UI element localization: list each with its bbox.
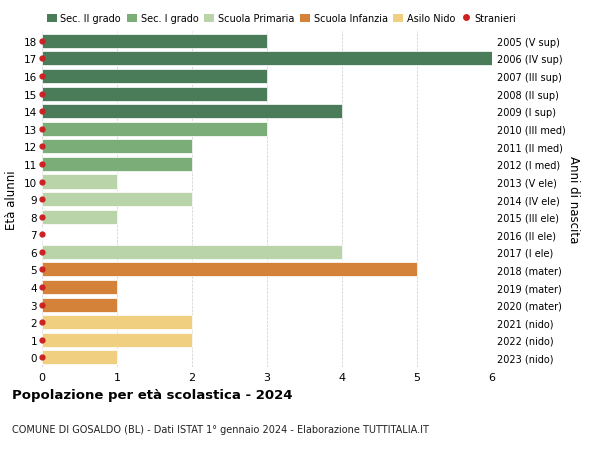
- Bar: [42, 315, 192, 330]
- Bar: [42, 263, 417, 277]
- Bar: [42, 245, 342, 259]
- Legend: Sec. II grado, Sec. I grado, Scuola Primaria, Scuola Infanzia, Asilo Nido, Stran: Sec. II grado, Sec. I grado, Scuola Prim…: [47, 14, 517, 24]
- Text: Popolazione per età scolastica - 2024: Popolazione per età scolastica - 2024: [12, 388, 293, 401]
- Bar: [42, 193, 192, 207]
- Bar: [42, 105, 342, 119]
- Y-axis label: Età alunni: Età alunni: [5, 170, 19, 230]
- Bar: [42, 123, 267, 136]
- Bar: [42, 87, 267, 101]
- Bar: [42, 280, 117, 294]
- Bar: [42, 35, 267, 49]
- Bar: [42, 140, 192, 154]
- Bar: [42, 210, 117, 224]
- Bar: [42, 175, 117, 189]
- Text: COMUNE DI GOSALDO (BL) - Dati ISTAT 1° gennaio 2024 - Elaborazione TUTTITALIA.IT: COMUNE DI GOSALDO (BL) - Dati ISTAT 1° g…: [12, 425, 429, 435]
- Bar: [42, 52, 492, 67]
- Bar: [42, 298, 117, 312]
- Y-axis label: Anni di nascita: Anni di nascita: [566, 156, 580, 243]
- Bar: [42, 157, 192, 172]
- Bar: [42, 70, 267, 84]
- Bar: [42, 351, 117, 364]
- Bar: [42, 333, 192, 347]
